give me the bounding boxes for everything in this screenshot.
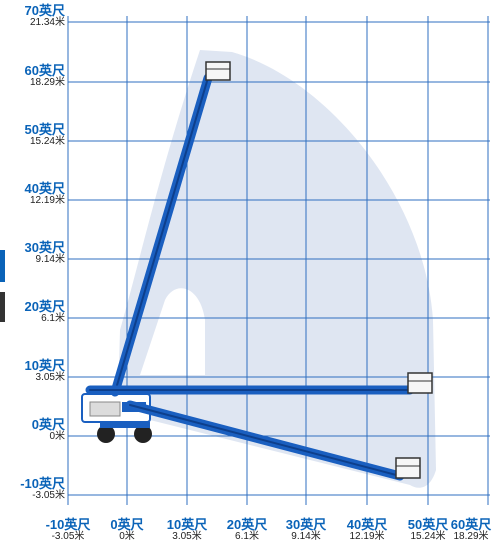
boom-vertical (110, 73, 213, 397)
y-label-meters: -3.05米 (32, 490, 65, 501)
working-envelope (118, 50, 436, 488)
x-label-0: -10英尺 -3.05米 (36, 518, 100, 542)
x-label-feet: 0英尺 (110, 517, 144, 532)
y-label-feet: 50英尺 (24, 122, 65, 137)
x-label-feet: 10英尺 (166, 517, 208, 532)
y-label-meters: 0米 (49, 431, 65, 442)
x-label-meters: 15.24米 (410, 531, 446, 542)
x-label-5: 40英尺 12.19米 (335, 518, 399, 542)
y-label-meters: 3.05米 (35, 372, 65, 383)
y-label-feet: 20英尺 (24, 299, 65, 314)
y-label-feet: 10英尺 (24, 358, 65, 373)
x-label-feet: 60英尺 (450, 517, 492, 532)
y-label-2: 50英尺 15.24米 (25, 123, 65, 147)
y-label-meters: 12.19米 (29, 195, 65, 206)
platform-horizontal (407, 372, 433, 394)
platform-top (205, 61, 231, 81)
y-label-meters: 15.24米 (29, 136, 65, 147)
front-wheel (134, 425, 152, 443)
boom-below-grade (125, 400, 405, 481)
y-label-6: 10英尺 3.05米 (25, 359, 65, 383)
y-label-5: 20英尺 6.1米 (25, 300, 65, 324)
x-label-feet: -10英尺 (45, 517, 91, 532)
x-label-meters: 6.1米 (235, 531, 259, 542)
x-label-1: 0英尺 0米 (95, 518, 159, 542)
x-label-feet: 40英尺 (346, 517, 388, 532)
x-label-7: 60英尺 18.29米 (439, 518, 503, 542)
rear-wheel (97, 425, 115, 443)
x-label-3: 20英尺 6.1米 (215, 518, 279, 542)
x-label-feet: 30英尺 (285, 517, 327, 532)
x-label-meters: 12.19米 (349, 531, 385, 542)
x-label-meters: 0米 (119, 531, 135, 542)
y-label-meters: 18.29米 (29, 77, 65, 88)
y-label-feet: 60英尺 (24, 63, 65, 78)
y-label-0: 70英尺 21.34米 (25, 4, 65, 28)
y-label-feet: 40英尺 (24, 181, 65, 196)
grid (67, 16, 490, 505)
x-label-2: 10英尺 3.05米 (155, 518, 219, 542)
side-marker-blue (0, 250, 5, 282)
y-label-feet: 70英尺 (24, 3, 65, 18)
y-label-1: 60英尺 18.29米 (25, 64, 65, 88)
y-label-meters: 6.1米 (41, 313, 65, 324)
platform-low (395, 457, 421, 479)
y-label-7: 0英尺 0米 (32, 418, 65, 442)
y-label-meters: 21.34米 (29, 17, 65, 28)
side-marker-dark (0, 292, 5, 322)
x-label-4: 30英尺 9.14米 (274, 518, 338, 542)
y-label-3: 40英尺 12.19米 (25, 182, 65, 206)
y-label-feet: 0英尺 (31, 417, 65, 432)
y-label-feet: -10英尺 (20, 476, 65, 491)
x-label-feet: 20英尺 (226, 517, 268, 532)
x-label-6: 50英尺 15.24米 (396, 518, 460, 542)
y-label-feet: 30英尺 (24, 240, 65, 255)
x-label-meters: 3.05米 (172, 531, 202, 542)
y-label-8: -10英尺 -3.05米 (20, 477, 65, 501)
y-label-4: 30英尺 9.14米 (25, 241, 65, 265)
y-label-meters: 9.14米 (35, 254, 65, 265)
x-label-meters: 9.14米 (291, 531, 321, 542)
x-label-meters: -3.05米 (51, 531, 85, 542)
x-label-feet: 50英尺 (407, 517, 449, 532)
x-label-meters: 18.29米 (453, 531, 489, 542)
